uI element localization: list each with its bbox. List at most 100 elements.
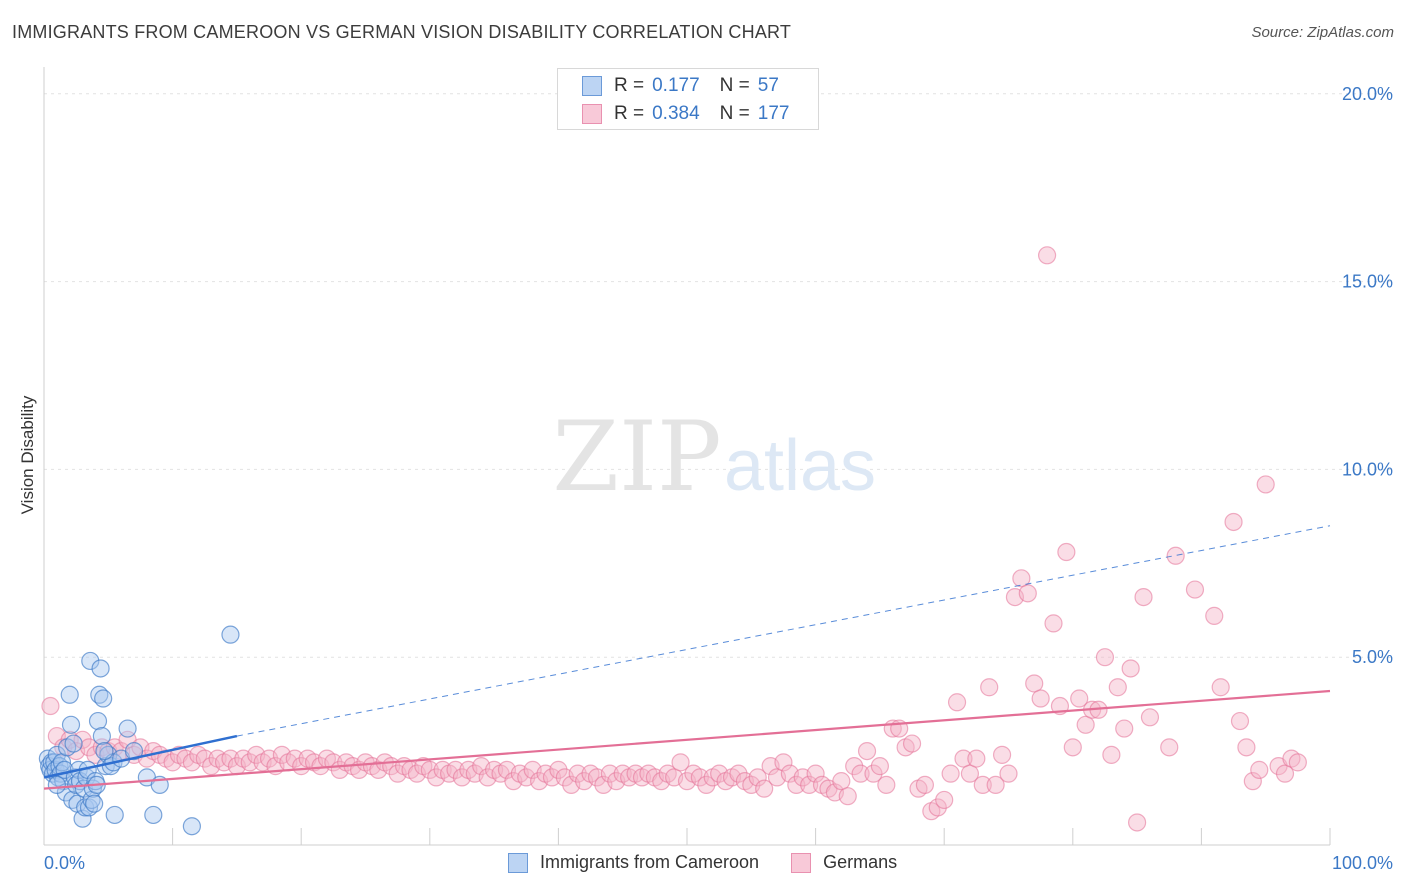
germans-point [954,749,973,768]
germans-point [1057,542,1076,562]
series-legend: Immigrants from Cameroon Germans [508,852,929,873]
germans-point [800,775,819,795]
germans-point [1185,580,1205,599]
r-label: R = [614,103,645,124]
germans-point [986,775,1005,795]
cameroon-point [92,726,111,746]
legend-label-germans: Germans [823,852,898,872]
germans-point [446,760,465,779]
germans-point [748,768,767,787]
germans-point [1160,738,1179,757]
germans-point [1018,584,1037,603]
cameroon-point [64,734,83,753]
germans-swatch [582,104,602,124]
watermark-zip: ZIP [552,401,721,513]
n-value-cameroon: 57 [757,75,779,96]
germans-point [774,753,793,772]
cameroon-point [221,625,240,644]
germans-point [671,753,690,772]
germans-point [41,696,60,716]
legend-label-cameroon: Immigrants from Cameroon [540,852,760,872]
cameroon-point [47,775,66,795]
germans-point [1115,719,1134,738]
germans-point [935,790,954,810]
germans-point [832,772,851,791]
germans-point [877,775,896,795]
cameroon-point [60,685,79,704]
germans-point [960,764,980,783]
cameroon-trend-line [43,734,238,779]
germans-point [568,764,587,783]
germans-point [1134,587,1153,607]
n-value-germans: 177 [757,103,790,124]
cameroon-point [81,651,100,671]
germans-trend-line [43,689,1331,790]
germans-point [1044,614,1063,633]
germans-point [1076,715,1095,734]
germans-point [1121,659,1140,678]
cameroon-swatch [582,76,602,96]
x-tick-label-max: 100.0% [1332,853,1393,873]
cameroon-point [124,741,144,761]
cameroon-point [105,805,124,825]
germans-point [1237,738,1256,757]
germans-point [992,745,1012,764]
y-tick-label: 15.0% [1342,272,1393,292]
germans-point [1140,708,1160,727]
germans-point [1166,546,1185,565]
germans-point [928,798,947,817]
y-tick-label: 20.0% [1342,84,1393,104]
y-tick-label: 5.0% [1352,647,1393,667]
germans-point [857,741,877,761]
germans-point [999,764,1018,783]
germans-point [195,749,214,768]
germans-point [1230,711,1250,731]
germans-point [549,760,568,779]
germans-point [542,768,562,787]
germans-point [1127,813,1147,832]
germans-point [1063,738,1082,757]
germans-point [285,749,304,768]
germans-point [787,775,806,795]
x-tick-labels: 0.0% 100.0% [44,853,1393,873]
germans-point [1275,764,1295,783]
germans-point [851,764,870,783]
legend-item-cameroon[interactable]: Immigrants from Cameroon [508,852,759,873]
germans-point [1243,772,1262,791]
stats-legend: R = 0.177 N = 57 R = 0.384 N = 177 [557,68,819,130]
germans-point [1205,606,1224,625]
cameroon-point [182,817,201,836]
germans-point [1288,753,1307,772]
r-value-germans: 0.384 [652,103,700,124]
germans-point [1102,745,1121,764]
n-label: N = [719,103,750,124]
germans-point [838,787,857,806]
germans-point [864,764,883,783]
germans-point [845,757,864,776]
legend-item-germans[interactable]: Germans [791,852,897,873]
germans-points [41,246,1307,832]
stats-row-cameroon: R = 0.177 N = 57 [582,74,779,98]
germans-point [420,760,439,779]
cameroon-point [76,798,95,817]
germans-point [967,749,986,768]
r-label: R = [614,75,645,96]
germans-point [729,764,748,783]
germans-point [221,749,240,768]
cameroon-point [88,711,108,731]
stats-row-germans: R = 0.384 N = 177 [582,102,789,126]
chart-title: IMMIGRANTS FROM CAMEROON VS GERMAN VISIO… [12,22,792,42]
watermark-atlas: atlas [724,426,876,506]
germans-point [600,764,619,783]
germans-point [73,730,92,749]
germans-point [1224,512,1243,532]
y-tick-label: 10.0% [1342,459,1393,479]
germans-point [697,775,716,795]
grid-lines [44,93,1395,658]
cameroon-points [38,625,240,836]
cameroon-point [91,659,110,678]
germans-point [1025,674,1044,693]
cameroon-point [61,715,81,734]
germans-point [1031,689,1050,708]
germans-point [1095,648,1115,667]
